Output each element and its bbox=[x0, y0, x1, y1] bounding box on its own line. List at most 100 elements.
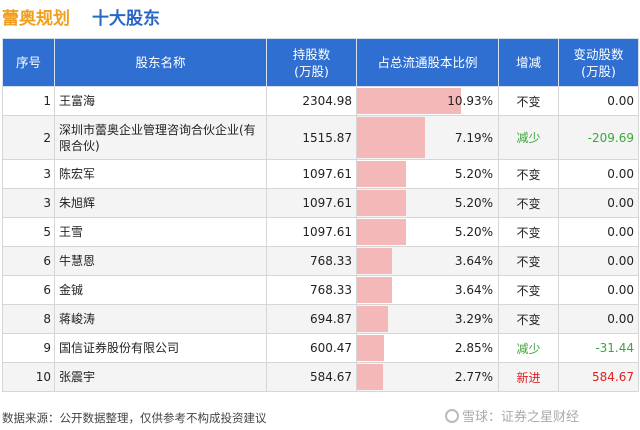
row-change: 不变 bbox=[498, 159, 559, 189]
row-ratio: 3.64% bbox=[356, 246, 499, 276]
table-row: 5 王雪 1097.61 5.20% 不变 0.00 bbox=[2, 217, 639, 247]
row-ratio: 5.20% bbox=[356, 188, 499, 218]
data-source-note: 数据来源：公开数据整理，仅供参考不构成投资建议 bbox=[2, 411, 267, 425]
column-header-change: 增减 bbox=[498, 38, 559, 87]
row-shareholder-name: 牛慧恩 bbox=[54, 246, 267, 276]
row-shareholder-name: 王雪 bbox=[54, 217, 267, 247]
table-row: 9 国信证券股份有限公司 600.47 2.85% 减少 -31.44 bbox=[2, 333, 639, 363]
ratio-bar bbox=[357, 117, 426, 158]
row-rank: 6 bbox=[2, 275, 55, 305]
row-holding: 768.33 bbox=[266, 275, 357, 305]
row-delta: 0.00 bbox=[558, 304, 639, 334]
row-rank: 9 bbox=[2, 333, 55, 363]
row-rank: 6 bbox=[2, 246, 55, 276]
row-ratio: 2.85% bbox=[356, 333, 499, 363]
row-shareholder-name: 国信证券股份有限公司 bbox=[54, 333, 267, 363]
row-delta: -209.69 bbox=[558, 115, 639, 160]
row-delta: 0.00 bbox=[558, 188, 639, 218]
ratio-text: 3.29% bbox=[454, 312, 493, 326]
row-ratio: 5.20% bbox=[356, 159, 499, 189]
row-holding: 768.33 bbox=[266, 246, 357, 276]
column-header-name: 股东名称 bbox=[54, 38, 267, 87]
row-holding: 1097.61 bbox=[266, 188, 357, 218]
row-change: 不变 bbox=[498, 275, 559, 305]
row-ratio: 3.29% bbox=[356, 304, 499, 334]
table-row: 2 深圳市蕾奥企业管理咨询合伙企业(有限合伙) 1515.87 7.19% 减少 -209… bbox=[2, 115, 639, 160]
table-row: 3 朱旭辉 1097.61 5.20% 不变 0.00 bbox=[2, 188, 639, 218]
ratio-bar bbox=[357, 161, 407, 187]
row-ratio: 5.20% bbox=[356, 217, 499, 247]
row-ratio: 10.93% bbox=[356, 86, 499, 116]
ratio-bar bbox=[357, 364, 384, 390]
ratio-text: 3.64% bbox=[454, 283, 493, 297]
ratio-text: 7.19% bbox=[454, 130, 493, 145]
row-shareholder-name: 深圳市蕾奥企业管理咨询合伙企业(有限合伙) bbox=[54, 115, 267, 160]
ratio-text: 10.93% bbox=[447, 94, 493, 108]
snowball-logo-icon bbox=[445, 409, 459, 423]
column-header-holding: 持股数 (万股) bbox=[266, 38, 357, 87]
ratio-bar bbox=[357, 277, 392, 303]
row-change: 不变 bbox=[498, 304, 559, 334]
row-delta: 0.00 bbox=[558, 275, 639, 305]
table-body: 1 王富海 2304.98 10.93% 不变 0.00 2 深圳市蕾奥企业管理咨询合伙企业(… bbox=[2, 86, 639, 392]
row-holding: 1097.61 bbox=[266, 159, 357, 189]
ratio-bar bbox=[357, 306, 389, 332]
row-change: 减少 bbox=[498, 333, 559, 363]
row-shareholder-name: 朱旭辉 bbox=[54, 188, 267, 218]
row-rank: 8 bbox=[2, 304, 55, 334]
table-header-row: 序号 股东名称 持股数 (万股) 占总流通股本比例 增减 变动股数 (万股) bbox=[2, 38, 639, 87]
row-rank: 3 bbox=[2, 188, 55, 218]
company-name: 蕾奥规划 bbox=[2, 9, 70, 29]
row-ratio: 7.19% bbox=[356, 115, 499, 160]
row-rank: 5 bbox=[2, 217, 55, 247]
row-rank: 3 bbox=[2, 159, 55, 189]
row-change: 减少 bbox=[498, 115, 559, 160]
row-shareholder-name: 王富海 bbox=[54, 86, 267, 116]
row-holding: 1097.61 bbox=[266, 217, 357, 247]
row-change: 不变 bbox=[498, 86, 559, 116]
row-rank: 10 bbox=[2, 362, 55, 392]
column-header-rank: 序号 bbox=[2, 38, 55, 87]
table-row: 10 张震宇 584.67 2.77% 新进 584.67 bbox=[2, 362, 639, 392]
row-change: 新进 bbox=[498, 362, 559, 392]
row-delta: 0.00 bbox=[558, 217, 639, 247]
ratio-text: 2.77% bbox=[454, 370, 493, 384]
row-delta: 584.67 bbox=[558, 362, 639, 392]
row-delta: 0.00 bbox=[558, 86, 639, 116]
row-delta: -31.44 bbox=[558, 333, 639, 363]
ratio-text: 3.64% bbox=[454, 254, 493, 268]
row-ratio: 2.77% bbox=[356, 362, 499, 392]
ratio-text: 5.20% bbox=[454, 167, 493, 181]
row-change: 不变 bbox=[498, 188, 559, 218]
brand-watermark: 雪球：证券之星财经 bbox=[445, 406, 579, 425]
ratio-bar bbox=[357, 248, 392, 274]
ratio-text: 2.85% bbox=[454, 341, 493, 355]
column-header-delta: 变动股数 (万股) bbox=[558, 38, 639, 87]
table-row: 1 王富海 2304.98 10.93% 不变 0.00 bbox=[2, 86, 639, 116]
page-header: 蕾奥规划 十大股东 bbox=[0, 0, 640, 36]
table-row: 8 蒋峻涛 694.87 3.29% 不变 0.00 bbox=[2, 304, 639, 334]
row-shareholder-name: 陈宏军 bbox=[54, 159, 267, 189]
row-holding: 584.67 bbox=[266, 362, 357, 392]
ratio-bar bbox=[357, 219, 407, 245]
ratio-text: 5.20% bbox=[454, 225, 493, 239]
row-delta: 0.00 bbox=[558, 246, 639, 276]
row-rank: 2 bbox=[2, 115, 55, 160]
row-change: 不变 bbox=[498, 246, 559, 276]
row-shareholder-name: 张震宇 bbox=[54, 362, 267, 392]
ratio-bar bbox=[357, 335, 385, 361]
table-row: 3 陈宏军 1097.61 5.20% 不变 0.00 bbox=[2, 159, 639, 189]
row-ratio: 3.64% bbox=[356, 275, 499, 305]
row-rank: 1 bbox=[2, 86, 55, 116]
row-change: 不变 bbox=[498, 217, 559, 247]
shareholder-table: 序号 股东名称 持股数 (万股) 占总流通股本比例 增减 变动股数 (万股) 1… bbox=[2, 38, 639, 392]
ratio-bar bbox=[357, 190, 407, 216]
row-holding: 1515.87 bbox=[266, 115, 357, 160]
table-row: 6 牛慧恩 768.33 3.64% 不变 0.00 bbox=[2, 246, 639, 276]
row-holding: 694.87 bbox=[266, 304, 357, 334]
table-row: 6 金铖 768.33 3.64% 不变 0.00 bbox=[2, 275, 639, 305]
row-shareholder-name: 蒋峻涛 bbox=[54, 304, 267, 334]
ratio-text: 5.20% bbox=[454, 196, 493, 210]
row-holding: 600.47 bbox=[266, 333, 357, 363]
ratio-bar bbox=[357, 88, 461, 114]
